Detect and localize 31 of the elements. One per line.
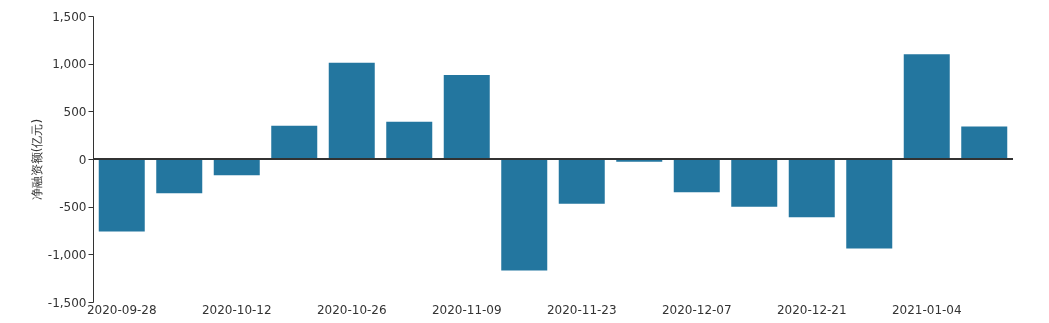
x-tick-label: 2020-11-09 — [431, 302, 502, 317]
bar — [961, 126, 1008, 159]
y-tick-label: -1,500 — [47, 295, 87, 310]
x-tick-label: 2020-09-28 — [86, 302, 157, 317]
y-tick-label: 1,500 — [52, 9, 87, 24]
y-tick-label: -500 — [59, 200, 87, 215]
bar — [673, 159, 720, 193]
bar — [903, 54, 950, 159]
x-tick-label: 2021-01-04 — [891, 302, 962, 317]
bar — [271, 125, 318, 159]
x-tick-label: 2020-12-21 — [776, 302, 847, 317]
y-tick-label: -1,000 — [47, 247, 87, 262]
bar — [156, 159, 203, 194]
bar — [501, 159, 548, 271]
y-tick-label: 500 — [63, 104, 87, 119]
y-axis-title: 净融资额(亿元) — [29, 118, 44, 201]
x-tick-label: 2020-10-26 — [316, 302, 387, 317]
bar — [443, 75, 490, 159]
bar — [788, 159, 835, 218]
x-tick-label: 2020-12-07 — [661, 302, 732, 317]
x-tick-label: 2020-10-12 — [201, 302, 272, 317]
bar — [558, 159, 605, 204]
bar — [213, 159, 260, 176]
y-tick-label: 1,000 — [52, 57, 87, 72]
bar — [328, 62, 375, 159]
x-tick-label: 2020-11-23 — [546, 302, 617, 317]
y-tick-label: 0 — [78, 152, 87, 167]
bar — [731, 159, 778, 207]
bar — [846, 159, 893, 249]
bar — [386, 121, 433, 159]
bar — [98, 159, 145, 232]
